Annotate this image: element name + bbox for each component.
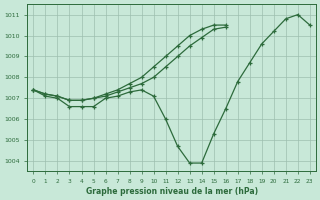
X-axis label: Graphe pression niveau de la mer (hPa): Graphe pression niveau de la mer (hPa): [85, 187, 258, 196]
